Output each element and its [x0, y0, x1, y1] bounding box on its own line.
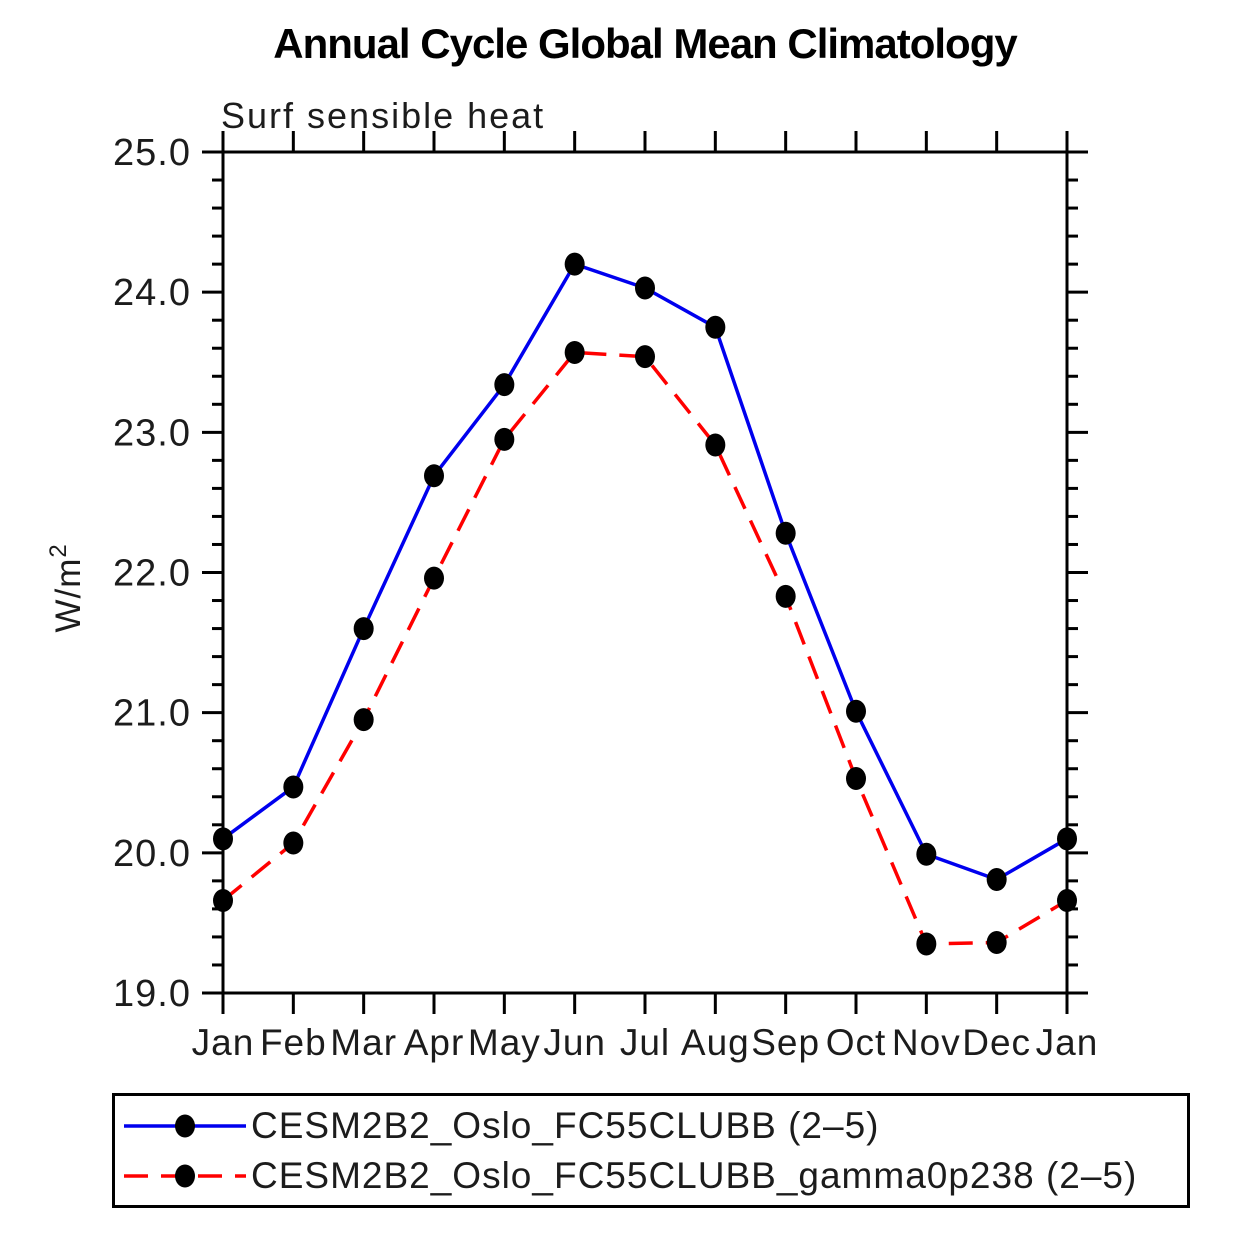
data-point	[1057, 827, 1077, 851]
y-axis-label-superscript: 2	[45, 543, 72, 557]
x-tick-label: Feb	[260, 1022, 327, 1063]
data-point	[353, 708, 374, 732]
legend-line-sample-dashed	[124, 1164, 246, 1187]
x-tick-label: May	[468, 1022, 541, 1063]
data-point	[564, 252, 585, 276]
x-tick-label: Jan	[192, 1022, 255, 1063]
chart-subtitle: Surf sensible heat	[221, 95, 546, 136]
chart-title: Annual Cycle Global Mean Climatology	[273, 20, 1017, 67]
x-tick-label: Sep	[751, 1022, 820, 1063]
data-point	[424, 566, 444, 590]
data-point	[846, 767, 866, 791]
data-point	[1057, 888, 1077, 912]
data-point	[986, 867, 1007, 891]
x-tick-label: Oct	[826, 1022, 887, 1063]
y-tick-label: 21.0	[113, 693, 191, 735]
y-tick-labels: 19.0 20.0 21.0 22.0 23.0 24.0 25.0	[113, 132, 191, 1015]
y-tick-label: 25.0	[113, 132, 191, 174]
data-point	[213, 827, 233, 851]
x-tick-label: Apr	[404, 1022, 465, 1063]
data-point	[564, 340, 585, 364]
data-point	[705, 433, 726, 457]
data-point	[213, 888, 233, 912]
x-tick-label: Mar	[330, 1022, 397, 1063]
series-markers-1	[213, 340, 1077, 956]
data-point	[775, 521, 796, 545]
data-point	[705, 315, 726, 339]
x-tick-labels: Jan Feb Mar Apr May Jun Jul Aug Sep Oct Nov Dec Jan	[192, 1022, 1099, 1063]
x-tick-label: Jun	[543, 1022, 606, 1063]
x-axis-ticks	[221, 131, 1069, 1014]
y-tick-label: 19.0	[113, 973, 191, 1015]
legend-label: CESM2B2_Oslo_FC55CLUBB_gamma0p238 (2–5)	[251, 1154, 1138, 1196]
legend-item: CESM2B2_Oslo_FC55CLUBB (2–5)	[119, 1103, 1187, 1149]
data-point	[635, 276, 655, 300]
data-point	[916, 932, 937, 956]
x-tick-label: Jan	[1036, 1022, 1099, 1063]
data-point	[494, 373, 515, 397]
y-axis-label: W/m2	[45, 543, 88, 632]
legend-label: CESM2B2_Oslo_FC55CLUBB (2–5)	[251, 1104, 880, 1146]
data-point	[283, 775, 304, 799]
y-tick-label: 24.0	[113, 272, 191, 314]
data-point	[986, 931, 1007, 955]
x-tick-label: Jul	[620, 1022, 670, 1063]
legend-marker-icon	[175, 1164, 195, 1187]
data-point	[353, 617, 374, 641]
legend: CESM2B2_Oslo_FC55CLUBB (2–5) CESM2B2_Osl…	[112, 1093, 1190, 1208]
x-tick-label: Nov	[892, 1022, 961, 1063]
y-tick-label: 20.0	[113, 833, 191, 875]
y-tick-label: 22.0	[113, 553, 191, 595]
y-tick-label: 23.0	[113, 412, 191, 454]
data-point	[283, 831, 304, 855]
legend-marker-icon	[175, 1114, 195, 1137]
data-point	[916, 842, 937, 866]
series-markers-0	[213, 252, 1077, 891]
legend-item: CESM2B2_Oslo_FC55CLUBB_gamma0p238 (2–5)	[119, 1153, 1187, 1199]
data-point	[494, 427, 515, 451]
series-line-1	[221, 350, 1068, 946]
data-point	[635, 345, 655, 369]
legend-line-sample-solid	[124, 1114, 246, 1137]
x-tick-label: Aug	[681, 1022, 750, 1063]
x-tick-label: Dec	[962, 1022, 1031, 1063]
data-point	[424, 464, 444, 488]
data-point	[775, 584, 796, 608]
data-point	[846, 699, 866, 723]
